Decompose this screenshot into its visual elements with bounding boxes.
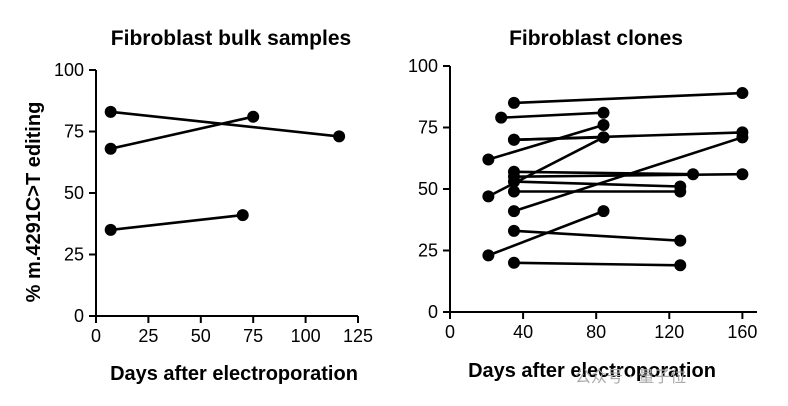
data-point bbox=[507, 133, 520, 146]
series-line bbox=[513, 261, 681, 267]
data-point bbox=[736, 168, 749, 181]
data-point bbox=[247, 110, 260, 123]
series-line bbox=[488, 123, 604, 161]
x-tick-label: 40 bbox=[513, 322, 533, 342]
y-tick-label: 25 bbox=[418, 241, 438, 261]
data-point bbox=[674, 259, 687, 272]
x-axis-label: Days after electroporation bbox=[110, 363, 358, 385]
y-tick-label: 50 bbox=[418, 179, 438, 199]
x-tick-label: 50 bbox=[191, 326, 211, 346]
data-point bbox=[736, 87, 749, 100]
y-tick-label: 0 bbox=[74, 306, 84, 326]
x-tick-label: 0 bbox=[445, 322, 455, 342]
data-point bbox=[104, 105, 117, 118]
data-point bbox=[482, 153, 495, 166]
series-line bbox=[487, 136, 605, 198]
series-line bbox=[110, 213, 243, 232]
data-point bbox=[507, 205, 520, 218]
data-point bbox=[507, 224, 520, 237]
data-point bbox=[507, 96, 520, 109]
x-tick-label: 75 bbox=[243, 326, 263, 346]
series-line bbox=[513, 136, 743, 213]
panel-bulk-samples: Fibroblast bulk samples Days after elect… bbox=[54, 27, 373, 385]
series-line bbox=[513, 229, 681, 242]
y-axis-label: % m.4291C>T editing bbox=[23, 102, 45, 303]
series-line bbox=[110, 115, 254, 150]
data-point bbox=[507, 256, 520, 269]
series-line bbox=[501, 111, 604, 119]
data-point bbox=[507, 185, 520, 198]
chart-title: Fibroblast clones bbox=[509, 27, 683, 50]
data-point bbox=[104, 223, 117, 236]
data-point bbox=[482, 249, 495, 262]
data-point bbox=[597, 119, 610, 132]
chart-title: Fibroblast bulk samples bbox=[111, 27, 351, 50]
y-tick-label: 75 bbox=[418, 118, 438, 138]
x-tick-label: 160 bbox=[727, 322, 757, 342]
data-point bbox=[674, 185, 687, 198]
x-tick-label: 0 bbox=[91, 326, 101, 346]
y-tick-label: 0 bbox=[428, 302, 438, 322]
panel-clones: Fibroblast clones Days after electropora… bbox=[408, 27, 757, 382]
data-point bbox=[674, 234, 687, 247]
y-tick-label: 100 bbox=[408, 56, 438, 76]
data-point bbox=[495, 111, 508, 124]
data-point bbox=[597, 131, 610, 144]
x-tick-label: 80 bbox=[586, 322, 606, 342]
data-point bbox=[736, 131, 749, 144]
x-tick-label: 25 bbox=[138, 326, 158, 346]
series-line bbox=[513, 131, 743, 142]
watermark: 公众号 · 量子位 bbox=[575, 367, 686, 386]
x-tick-label: 120 bbox=[654, 322, 684, 342]
series-line bbox=[513, 91, 743, 105]
data-point bbox=[333, 130, 346, 143]
data-point bbox=[597, 205, 610, 218]
x-tick-label: 125 bbox=[343, 326, 373, 346]
y-tick-label: 50 bbox=[64, 183, 84, 203]
x-tick-label: 100 bbox=[291, 326, 321, 346]
data-point bbox=[597, 106, 610, 119]
data-point bbox=[482, 190, 495, 203]
data-point bbox=[104, 142, 117, 155]
y-tick-label: 100 bbox=[54, 60, 84, 80]
y-tick-label: 75 bbox=[64, 122, 84, 142]
x-axis-label: Days after electroporation bbox=[468, 360, 716, 382]
y-tick-label: 25 bbox=[64, 245, 84, 265]
series-line bbox=[487, 209, 604, 257]
data-point bbox=[236, 209, 249, 222]
